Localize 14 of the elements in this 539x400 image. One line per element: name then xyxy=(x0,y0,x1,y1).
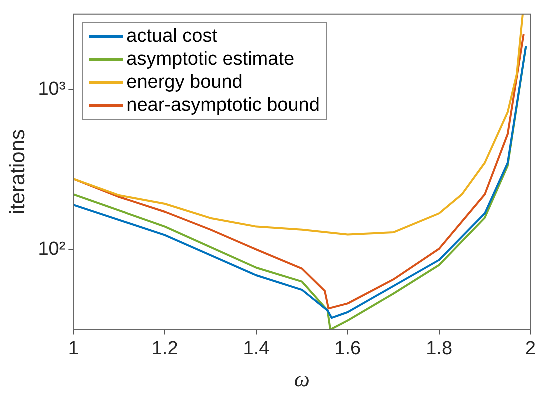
x-tick-label: 2 xyxy=(525,338,536,360)
x-tick-label: 1 xyxy=(68,338,79,360)
x-tick-label: 1.2 xyxy=(152,338,178,360)
y-axis-title: iterations xyxy=(6,129,30,215)
y-tick-label: 10³ xyxy=(38,78,66,100)
legend-label: actual cost xyxy=(126,25,218,48)
x-tick-label: 1.8 xyxy=(426,338,453,360)
legend-label: energy bound xyxy=(126,71,243,94)
x-axis-title: ω xyxy=(294,366,310,392)
legend-label: near-asymptotic bound xyxy=(126,94,320,118)
x-tick-label: 1.4 xyxy=(243,338,270,360)
x-tick-label: 1.6 xyxy=(334,338,362,360)
y-tick-label: 10² xyxy=(38,238,66,260)
legend-label: asymptotic estimate xyxy=(126,48,295,72)
